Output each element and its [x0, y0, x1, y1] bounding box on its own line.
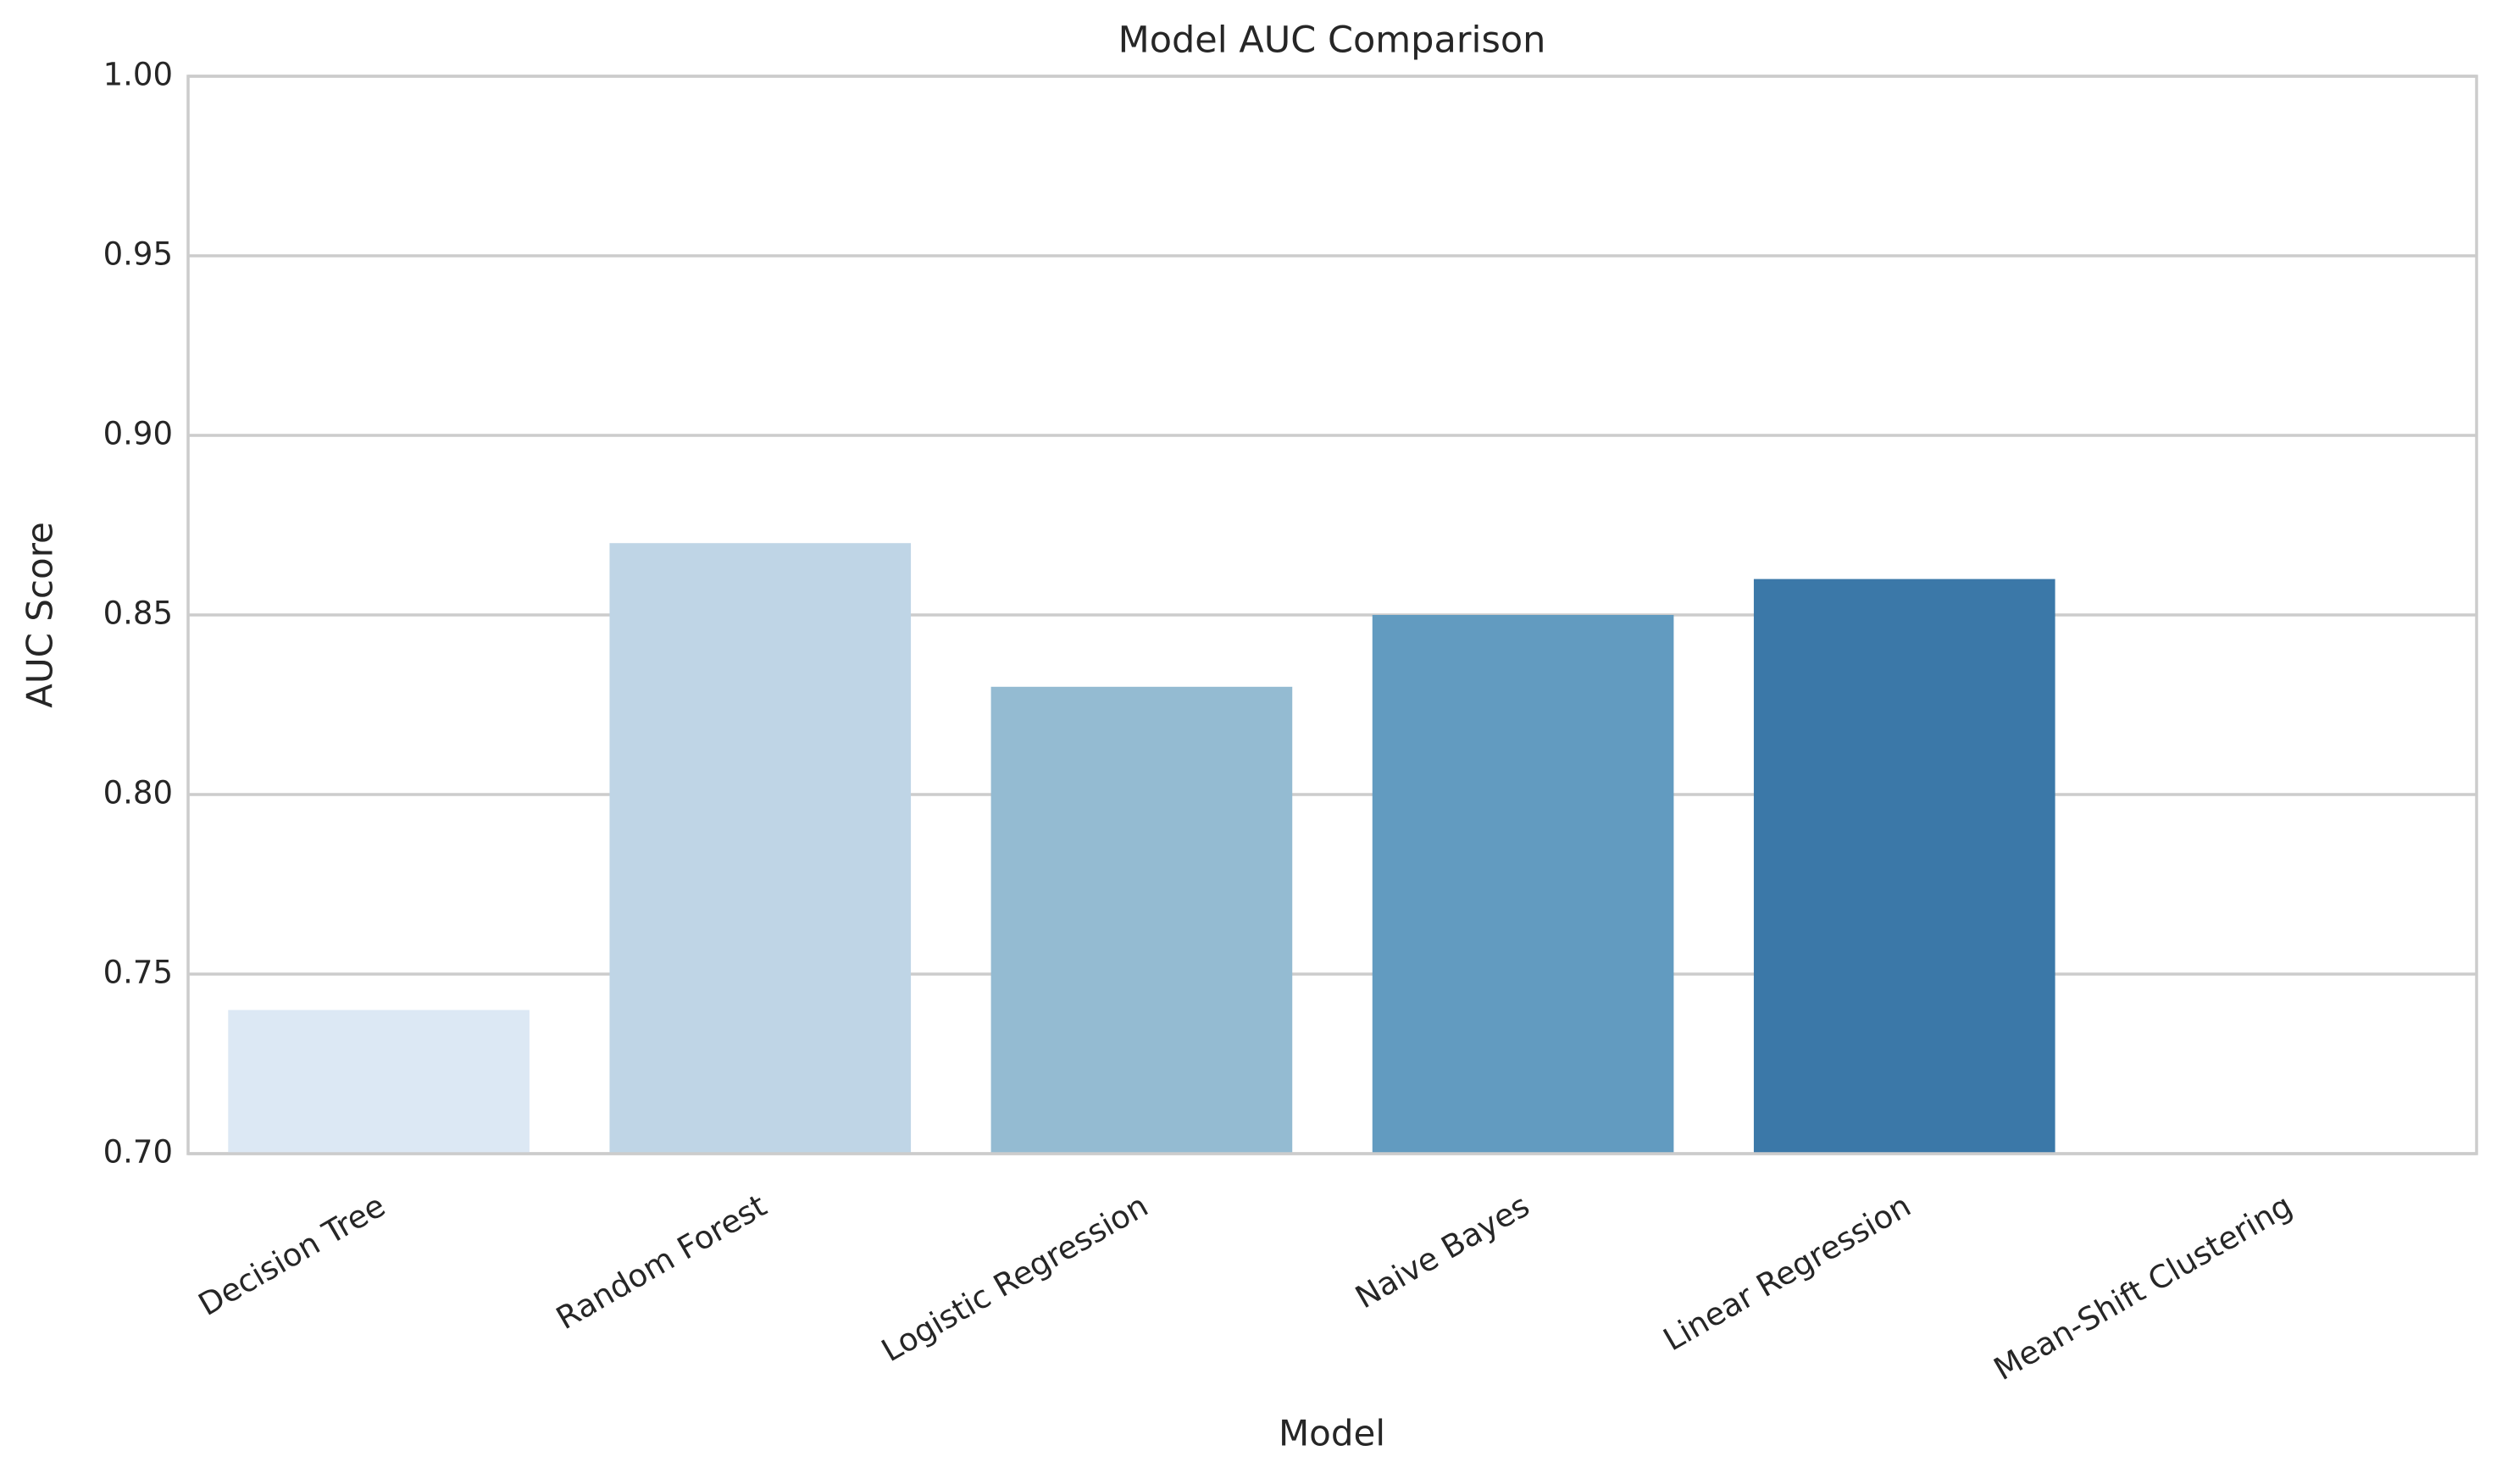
x-tick-label: Linear Regression [1657, 1188, 1917, 1359]
x-tick-label: Random Forest [550, 1188, 773, 1337]
y-tick-label: 1.00 [103, 57, 173, 93]
x-tick-label: Decision Tree [192, 1188, 391, 1323]
y-tick-label: 0.75 [103, 955, 173, 991]
bar [1753, 579, 2055, 1154]
y-axis-label: AUC Score [19, 522, 61, 708]
x-axis-label: Model [1279, 1413, 1385, 1454]
bar [1372, 615, 1674, 1154]
x-tick-label: Logistic Regression [875, 1188, 1154, 1370]
x-tick-label: Mean-Shift Clustering [1988, 1188, 2299, 1388]
bar [990, 686, 1293, 1154]
y-tick-label: 0.90 [103, 416, 173, 452]
plot-frame [186, 75, 2478, 1155]
bar [228, 1010, 530, 1154]
y-tick-label: 0.85 [103, 595, 173, 632]
bar [609, 543, 912, 1154]
y-tick-label: 0.95 [103, 236, 173, 273]
x-tick-label: Naive Bayes [1349, 1188, 1535, 1316]
chart-title: Model AUC Comparison [1118, 19, 1546, 62]
y-tick-label: 0.70 [103, 1134, 173, 1171]
y-tick-label: 0.80 [103, 775, 173, 811]
